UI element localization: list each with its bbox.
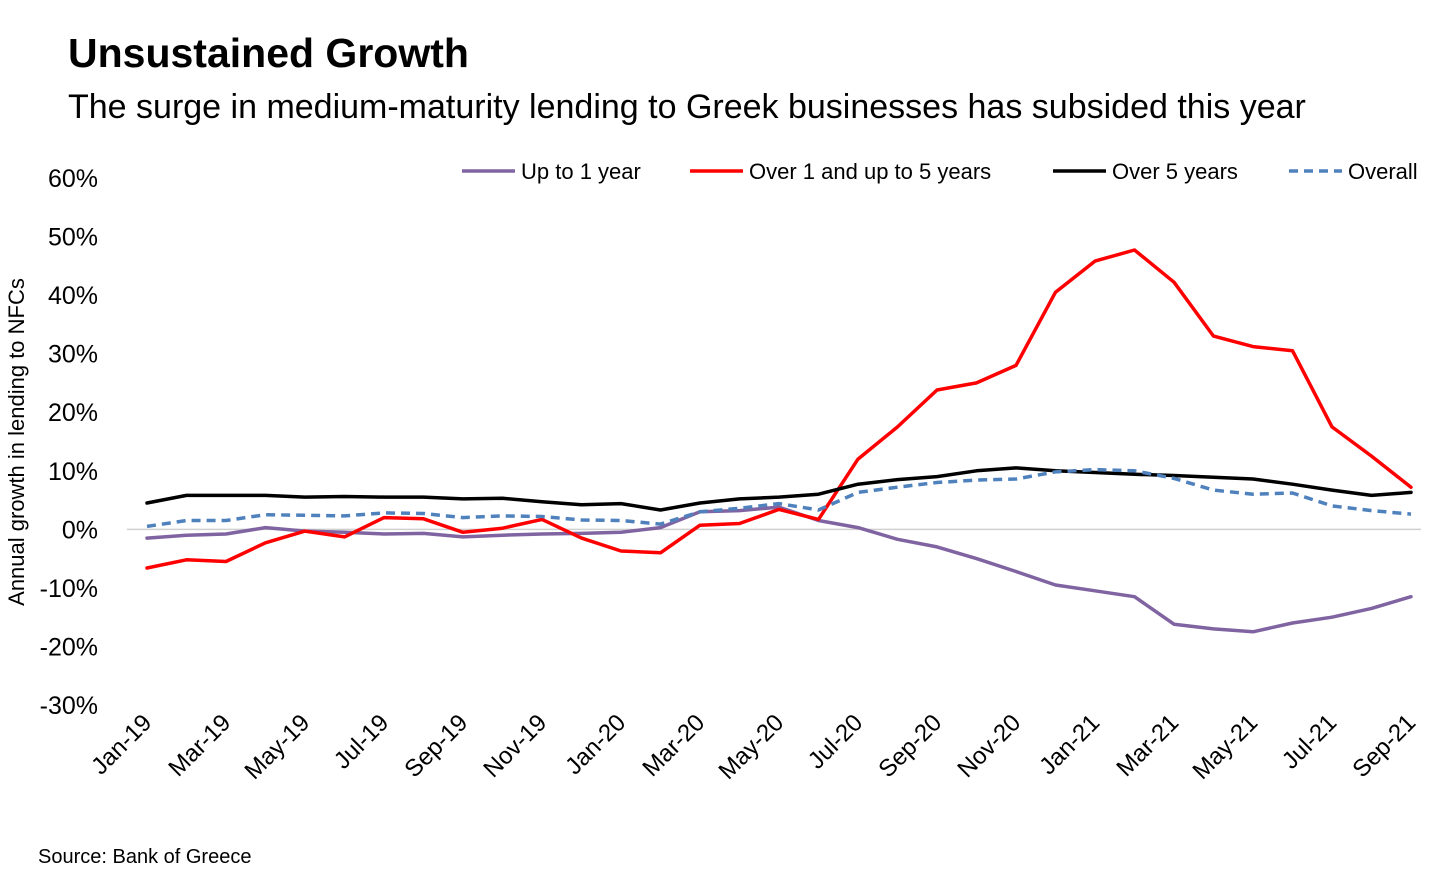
x-tick-label: Mar-21 — [1111, 709, 1184, 782]
y-tick-label: 40% — [48, 282, 98, 310]
x-tick-label: Jul-19 — [329, 709, 394, 774]
y-tick-label: 30% — [48, 341, 98, 369]
series-line-over-1-and-up-to-5-years — [145, 248, 1413, 570]
legend-label-up-to-1-year: Up to 1 year — [521, 159, 641, 184]
x-tick-label: Mar-19 — [163, 709, 236, 782]
y-tick-label: -20% — [40, 633, 98, 661]
y-axis-label: Annual growth in lending to NFCs — [4, 278, 29, 606]
x-tick-label: Mar-20 — [637, 709, 710, 782]
chart-source: Source: Bank of Greece — [38, 846, 252, 868]
x-tick-label: Jul-20 — [803, 709, 868, 774]
y-tick-label: 10% — [48, 458, 98, 486]
series-line-over-5-years — [145, 466, 1413, 512]
y-tick-label: -30% — [40, 692, 98, 720]
x-tick-label: Jan-20 — [560, 709, 631, 780]
x-tick-label: Nov-19 — [478, 709, 552, 783]
x-tick-label: May-21 — [1188, 709, 1264, 785]
plot-area: -30%-20%-10%0%10%20%30%40%50%60%Jan-19 Ma… — [40, 165, 1422, 785]
chart-subtitle: The surge in medium-maturity lending to … — [68, 88, 1306, 126]
x-tick-label: Sep-21 — [1347, 709, 1421, 783]
x-tick-label: Sep-20 — [873, 709, 947, 783]
legend-label-over-1-and-up-to-5-years: Over 1 and up to 5 years — [749, 159, 991, 184]
x-tick-label: Sep-19 — [399, 709, 473, 783]
y-tick-label: 60% — [48, 165, 98, 193]
y-tick-label: 20% — [48, 399, 98, 427]
y-tick-label: 50% — [48, 224, 98, 252]
x-tick-label: Jan-21 — [1034, 709, 1105, 780]
x-tick-label: Nov-20 — [952, 709, 1026, 783]
series-line-up-to-1-year — [145, 505, 1413, 634]
legend: Up to 1 year Over 1 and up to 5 years Over… — [462, 159, 1418, 184]
legend-label-over-5-years: Over 5 years — [1112, 159, 1238, 184]
x-tick-label: Jul-21 — [1277, 709, 1342, 774]
y-tick-label: 0% — [62, 516, 98, 544]
y-tick-label: -10% — [40, 575, 98, 603]
x-tick-label: May-19 — [240, 709, 316, 785]
legend-label-overall: Overall — [1348, 159, 1418, 184]
chart-title: Unsustained Growth — [68, 30, 469, 76]
series-line-overall — [146, 467, 1412, 529]
x-tick-label: May-20 — [714, 709, 790, 785]
